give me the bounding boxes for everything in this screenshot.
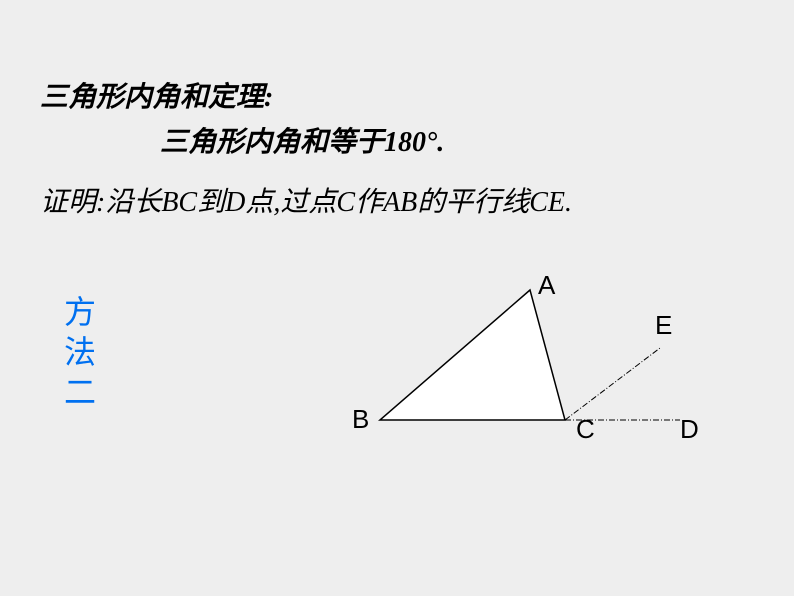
triangle-abc [380, 290, 565, 420]
point-label-c: C [576, 414, 595, 445]
point-label-e: E [655, 310, 672, 341]
geometry-diagram [0, 0, 794, 596]
point-label-d: D [680, 414, 699, 445]
parallel-ce [565, 348, 660, 420]
point-label-a: A [538, 270, 555, 301]
point-label-b: B [352, 404, 369, 435]
